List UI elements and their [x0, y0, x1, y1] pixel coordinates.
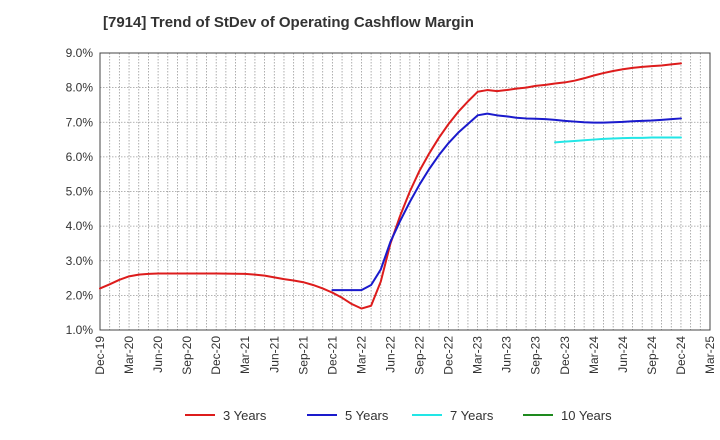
x-tick-label: Jun-22 [383, 336, 397, 373]
y-tick-label: 9.0% [66, 46, 94, 60]
x-tick-label: Sep-23 [529, 336, 543, 375]
x-tick-label: Mar-25 [703, 336, 717, 374]
plot-border [99, 52, 711, 331]
y-tick-label: 5.0% [66, 185, 94, 199]
y-tick-label: 1.0% [66, 323, 94, 337]
chart-title: [7914] Trend of StDev of Operating Cashf… [103, 14, 474, 31]
x-tick-label: Sep-21 [296, 336, 310, 375]
x-tick-label: Dec-22 [442, 336, 456, 375]
y-tick-label: 8.0% [66, 81, 94, 95]
y-tick-label: 4.0% [66, 219, 94, 233]
y-tick-label: 7.0% [66, 115, 94, 129]
x-tick-label: Jun-21 [267, 336, 281, 373]
x-tick-label: Sep-20 [180, 336, 194, 375]
x-tick-label: Mar-24 [587, 336, 601, 374]
y-tick-label: 2.0% [66, 288, 94, 302]
series-line [331, 112, 682, 292]
x-tick-label: Dec-23 [558, 336, 572, 375]
x-tick-label: Mar-22 [354, 336, 368, 374]
legend-label: 7 Years [450, 408, 494, 423]
x-tick-label: Dec-20 [209, 336, 223, 375]
legend-label: 10 Years [561, 408, 612, 423]
x-tick-label: Dec-21 [325, 336, 339, 375]
x-tick-label: Sep-24 [645, 336, 659, 375]
x-tick-label: Mar-20 [122, 336, 136, 374]
y-tick-label: 3.0% [66, 254, 94, 268]
legend-label: 3 Years [223, 408, 267, 423]
y-tick-label: 6.0% [66, 150, 94, 164]
x-tick-label: Jun-24 [616, 336, 630, 373]
x-tick-label: Mar-23 [471, 336, 485, 374]
series-line [99, 62, 682, 310]
series-line [554, 136, 682, 144]
x-tick-label: Dec-24 [674, 336, 688, 375]
x-tick-label: Jun-23 [500, 336, 514, 373]
x-tick-label: Dec-19 [93, 336, 107, 375]
legend-label: 5 Years [345, 408, 389, 423]
x-tick-label: Mar-21 [238, 336, 252, 374]
x-tick-label: Jun-20 [151, 336, 165, 373]
x-tick-label: Sep-22 [413, 336, 427, 375]
